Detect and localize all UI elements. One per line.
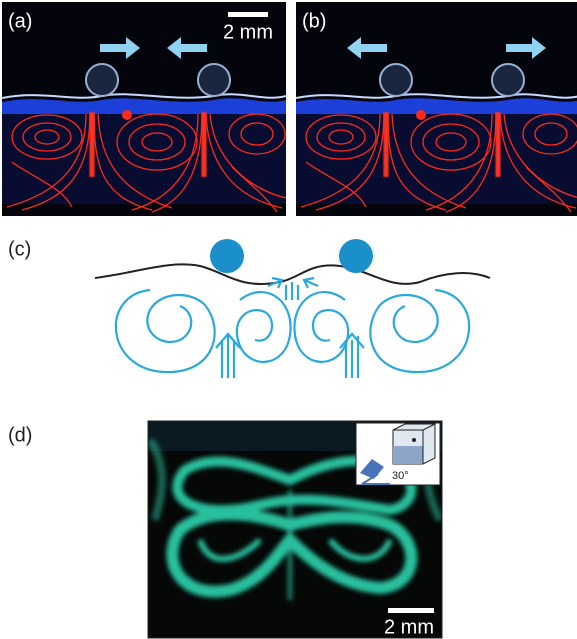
panel-label: (c) bbox=[8, 238, 31, 260]
panel-label: (b) bbox=[302, 10, 326, 32]
scale-label: 2 mm bbox=[384, 616, 434, 638]
inset-angle: 30° bbox=[392, 470, 409, 482]
panel-label: (a) bbox=[8, 10, 32, 32]
droplet bbox=[339, 239, 373, 273]
scale-label: 2 mm bbox=[223, 21, 273, 43]
figure: (a) 2 mm (b) (c) (d) bbox=[0, 0, 577, 639]
scale-bar bbox=[228, 12, 268, 17]
droplet bbox=[210, 239, 244, 273]
panel-label: (d) bbox=[8, 424, 32, 446]
scale-bar bbox=[388, 608, 434, 613]
interface bbox=[95, 264, 490, 284]
vortices bbox=[116, 278, 469, 378]
